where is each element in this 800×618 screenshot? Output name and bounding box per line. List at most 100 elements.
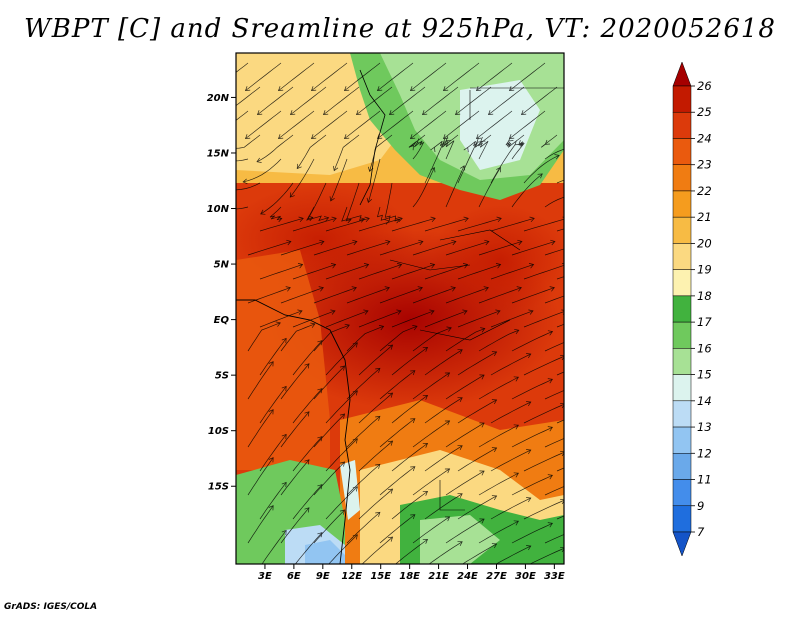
- streamline-arrow: [417, 286, 423, 292]
- streamline: [313, 287, 357, 304]
- streamline-arrow: [275, 321, 281, 327]
- streamline: [259, 338, 287, 376]
- colorbar-label: 11: [697, 473, 712, 487]
- wbpt-field-north-cyan: [460, 80, 540, 170]
- colorbar-swatch: [672, 216, 692, 244]
- streamline: [424, 141, 444, 184]
- streamline-arrow: [260, 209, 266, 215]
- streamline-arrow: [479, 518, 485, 524]
- streamline-arrow: [317, 436, 323, 442]
- streamline-arrow: [476, 137, 482, 143]
- streamline-arrow: [520, 110, 527, 116]
- streamline-arrow: [268, 409, 274, 415]
- streamline: [511, 173, 543, 208]
- streamline-arrow: [298, 216, 304, 223]
- colorbar-swatch: [672, 505, 692, 533]
- streamline: [313, 413, 345, 448]
- streamline: [377, 110, 414, 139]
- streamline: [391, 395, 428, 424]
- streamline: [523, 499, 564, 520]
- streamline: [358, 217, 403, 232]
- streamline: [278, 110, 315, 139]
- streamline: [478, 287, 522, 304]
- streamline: [523, 355, 564, 376]
- streamline-arrow: [491, 399, 498, 405]
- streamline-arrow: [463, 216, 469, 223]
- streamline: [422, 86, 459, 115]
- colorbar-label: 12: [697, 446, 712, 460]
- streamline-arrow: [513, 424, 519, 430]
- streamline-arrow: [454, 110, 461, 116]
- streamline: [490, 497, 531, 520]
- streamline: [544, 295, 564, 304]
- streamline-arrow: [384, 219, 390, 225]
- streamline: [511, 287, 555, 304]
- streamline-arrow: [418, 239, 424, 246]
- colorbar-label: 9: [697, 499, 704, 513]
- streamline-arrow: [304, 459, 310, 465]
- lon-tick-label: 15E: [370, 571, 391, 582]
- lat-tick-label: 10S: [208, 426, 229, 437]
- streamline-arrow: [304, 507, 310, 513]
- streamline: [424, 397, 463, 424]
- streamline: [490, 217, 535, 232]
- streamline: [325, 486, 358, 520]
- streamline: [325, 217, 370, 232]
- streamline: [346, 368, 381, 400]
- streamline: [544, 148, 564, 160]
- streamline-arrow: [385, 239, 391, 246]
- streamline-arrow: [363, 263, 370, 269]
- colorbar-swatch: [672, 453, 692, 480]
- colorbar-swatch: [672, 164, 692, 192]
- colorbar-swatch: [672, 531, 692, 557]
- streamline: [428, 541, 463, 564]
- streamline-arrow: [491, 447, 498, 453]
- streamline-arrow: [352, 239, 358, 246]
- streamline-arrow: [387, 344, 394, 350]
- streamlines: [236, 62, 564, 564]
- lon-tick-label: 12E: [341, 571, 362, 582]
- streamline: [292, 217, 337, 232]
- streamline-arrow: [528, 263, 535, 269]
- streamline-arrow: [446, 326, 452, 332]
- streamline: [540, 134, 558, 148]
- streamline: [445, 241, 490, 256]
- streamline: [280, 459, 310, 496]
- streamline-arrow: [396, 263, 403, 269]
- streamline-arrow: [277, 86, 284, 92]
- streamline: [424, 493, 463, 520]
- streamline-arrow: [317, 532, 323, 538]
- streamline: [521, 86, 558, 115]
- streamline-arrow: [378, 325, 385, 331]
- streamline: [379, 466, 416, 496]
- streamline: [379, 287, 423, 304]
- streamline-arrow: [422, 443, 429, 448]
- streamline-arrow: [513, 376, 519, 382]
- streamline: [358, 440, 393, 472]
- streamline-arrow: [352, 390, 358, 396]
- streamline: [369, 134, 393, 172]
- streamline: [544, 486, 564, 496]
- streamline-arrow: [421, 110, 428, 116]
- streamline: [391, 443, 428, 472]
- streamline-arrow: [256, 110, 263, 116]
- streamline-arrow: [513, 472, 519, 478]
- streamline-arrow: [422, 347, 429, 352]
- streamline-arrow: [483, 286, 489, 292]
- streamline: [389, 86, 426, 115]
- streamline-arrow: [529, 216, 535, 223]
- streamline: [346, 512, 381, 544]
- streamline: [511, 426, 553, 448]
- streamline-arrow: [396, 309, 402, 315]
- streamline-arrow: [355, 110, 362, 116]
- colorbar-label: 23: [697, 158, 712, 172]
- streamline-arrow: [526, 449, 532, 455]
- streamline: [261, 530, 287, 564]
- lon-tick-label: 9E: [316, 571, 330, 582]
- streamline-arrow: [387, 536, 394, 542]
- streamline: [391, 310, 435, 328]
- streamline: [488, 86, 525, 115]
- streamline-arrow: [450, 286, 456, 292]
- streamline-arrow: [285, 286, 291, 292]
- streamline-arrow: [289, 110, 296, 116]
